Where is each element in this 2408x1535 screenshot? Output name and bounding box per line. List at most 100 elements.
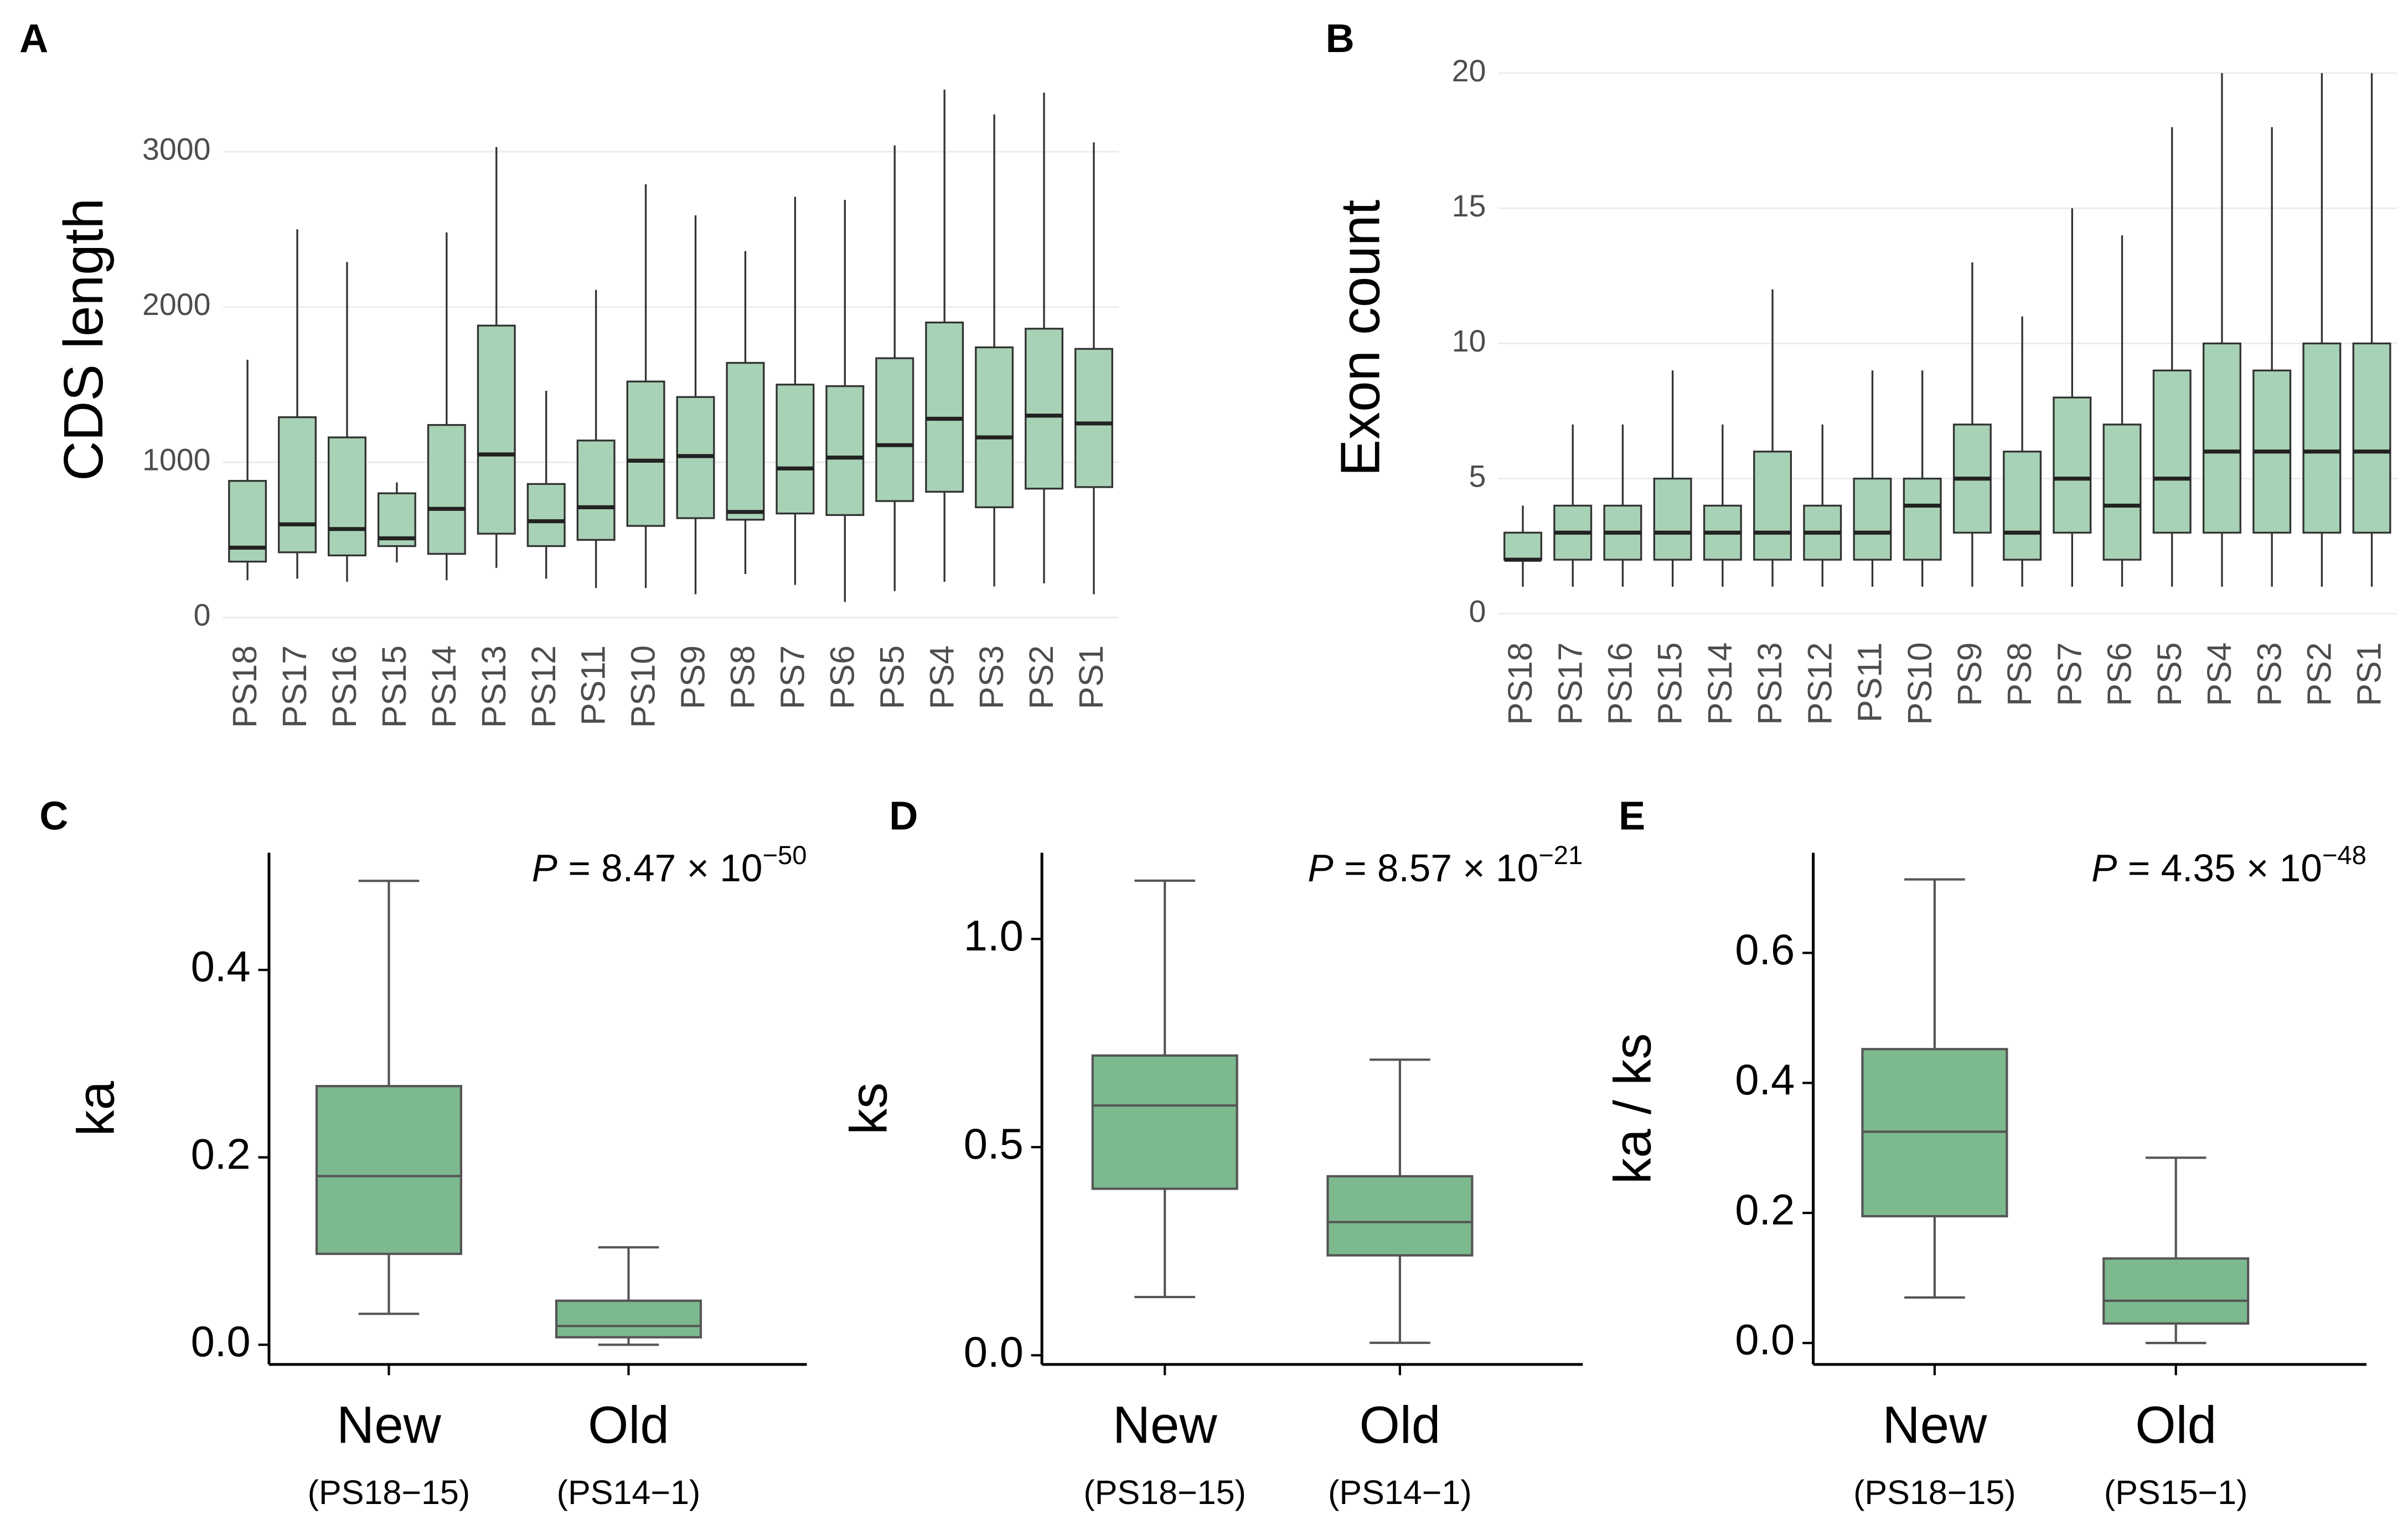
y-tick-label: 0.2	[1735, 1186, 1795, 1234]
x-tick-label: PS10	[624, 645, 662, 728]
y-tick-label: 0	[194, 598, 211, 632]
annotation-text: = 8.57 × 10	[1344, 846, 1538, 890]
box	[327, 436, 366, 557]
x-tick-note: (PS14−1)	[1328, 1474, 1472, 1511]
x-tick-label: PS16	[1601, 642, 1639, 725]
x-tick-label: PS4	[2200, 642, 2238, 706]
x-tick-label: PS11	[575, 645, 612, 726]
x-tick-label: PS17	[1551, 642, 1589, 725]
y-tick-label: 0	[1469, 594, 1486, 628]
box	[1853, 477, 1892, 561]
box	[526, 483, 566, 547]
box	[1903, 477, 1942, 561]
box	[1025, 328, 1064, 490]
x-tick-label: New	[1113, 1396, 1218, 1454]
y-tick-label: 2000	[142, 287, 210, 322]
annotation: P = 8.47 × 10−50	[532, 840, 807, 890]
x-tick-label: PS8	[724, 645, 762, 709]
box	[1653, 477, 1692, 561]
x-tick-label: PS2	[1022, 645, 1060, 709]
y-tick-label: 0.5	[964, 1120, 1024, 1168]
x-tick-label: PS7	[2050, 642, 2088, 706]
y-tick-label: 3000	[142, 132, 210, 167]
x-tick-note: (PS18−15)	[1853, 1474, 2016, 1511]
box	[726, 361, 765, 521]
y-tick-label: 1000	[142, 443, 210, 477]
x-tick-label: PS5	[2151, 642, 2188, 706]
box	[1753, 451, 1792, 561]
x-tick-note: (PS18−15)	[1083, 1474, 1246, 1511]
x-tick-label: Old	[1359, 1396, 1440, 1454]
y-axis-label: Exon count	[1330, 199, 1391, 476]
x-tick-label: PS14	[425, 645, 463, 728]
y-axis-label: ka / ks	[1603, 1033, 1661, 1184]
y-tick-label: 0.4	[191, 943, 251, 991]
x-tick-label: PS4	[923, 645, 960, 709]
annotation-symbol: P	[1308, 846, 1333, 890]
box	[477, 324, 516, 535]
y-tick-label: 15	[1452, 189, 1486, 223]
annotation-symbol: P	[532, 846, 557, 890]
panel-label: E	[1619, 794, 1645, 839]
x-tick-label: PS12	[1801, 642, 1838, 725]
x-tick-label: PS16	[325, 645, 363, 728]
panel-label: C	[39, 794, 68, 839]
box	[2152, 369, 2192, 534]
box	[2102, 423, 2142, 561]
x-tick-note: (PS18−15)	[308, 1474, 471, 1511]
y-tick-label: 0.0	[964, 1329, 1024, 1376]
x-tick-label: PS3	[2250, 642, 2288, 706]
x-tick-label: New	[337, 1396, 442, 1454]
x-tick-label: PS8	[2001, 642, 2038, 706]
x-tick-label: PS5	[873, 645, 911, 709]
y-axis-label: ks	[840, 1083, 898, 1135]
x-tick-label: PS15	[375, 645, 413, 728]
y-tick-label: 20	[1452, 54, 1486, 88]
x-tick-label: PS17	[276, 645, 313, 728]
x-tick-label: PS1	[1072, 645, 1110, 709]
panel-label: A	[19, 17, 48, 61]
x-tick-label: PS9	[1951, 642, 1988, 706]
x-tick-label: PS6	[2101, 642, 2138, 706]
x-tick-label: New	[1882, 1396, 1987, 1454]
box	[975, 346, 1014, 509]
box	[2202, 342, 2241, 534]
box	[825, 385, 865, 516]
x-tick-label: PS18	[1501, 642, 1539, 725]
box	[2352, 342, 2391, 534]
y-tick-label: 10	[1452, 324, 1486, 358]
annotation-symbol: P	[2091, 846, 2117, 890]
x-tick-label: PS18	[226, 645, 263, 728]
box	[555, 1299, 702, 1338]
panel-label: B	[1326, 17, 1355, 61]
annotation: P = 8.57 × 10−21	[1308, 840, 1583, 890]
y-tick-label: 0.6	[1735, 926, 1795, 974]
annotation-exponent: −21	[1538, 840, 1583, 870]
box	[626, 380, 665, 527]
x-tick-label: PS15	[1651, 642, 1689, 725]
annotation-text: = 4.35 × 10	[2128, 846, 2322, 890]
x-tick-label: PS13	[1751, 642, 1789, 725]
box	[1091, 1054, 1238, 1190]
box	[2102, 1257, 2250, 1325]
annotation-exponent: −50	[762, 840, 807, 870]
x-tick-note: (PS15−1)	[2104, 1474, 2248, 1511]
x-tick-label: Old	[2135, 1396, 2216, 1454]
y-tick-label: 0.0	[1735, 1316, 1795, 1364]
annotation-exponent: −48	[2322, 840, 2366, 870]
y-tick-label: 1.0	[964, 912, 1024, 960]
box	[278, 416, 317, 554]
box	[315, 1085, 462, 1255]
panel-label: D	[889, 794, 918, 839]
x-tick-label: PS6	[823, 645, 861, 709]
box	[875, 357, 914, 502]
box	[925, 321, 964, 493]
y-axis-label: ka	[67, 1081, 125, 1136]
x-tick-label: PS13	[475, 645, 513, 728]
y-tick-label: 5	[1469, 459, 1486, 493]
y-axis-label: CDS length	[53, 198, 115, 481]
box	[1074, 348, 1113, 488]
x-tick-label: PS3	[973, 645, 1010, 709]
